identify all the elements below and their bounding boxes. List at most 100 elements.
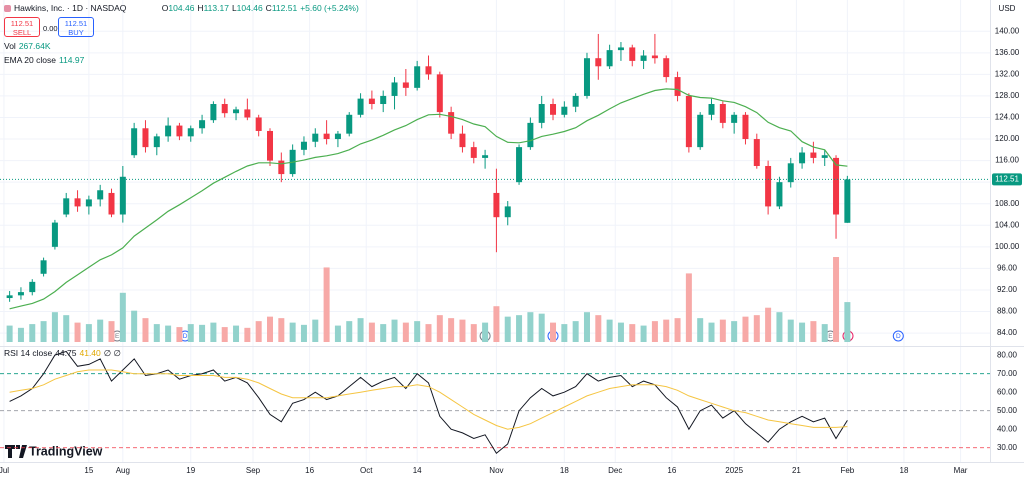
x-tick-label: 16 [305, 466, 314, 475]
volume-name: Vol [4, 41, 16, 51]
volume-bar [527, 312, 534, 342]
x-tick-label: Jul [0, 466, 9, 475]
rsi-tick-label: 30.00 [997, 443, 1018, 452]
y-tick-label: 92.00 [997, 285, 1018, 294]
last-price-label: 112.51 [995, 175, 1019, 184]
buy-label: BUY [68, 28, 84, 37]
volume-bar [199, 324, 206, 342]
x-tick-label: Sep [246, 466, 261, 475]
volume-bar [448, 318, 455, 342]
candle-body [685, 95, 692, 148]
volume-bar [29, 324, 36, 342]
rsi-tick-label: 70.00 [997, 369, 1018, 378]
volume-value: 267.64K [18, 41, 51, 51]
volume-legend: Vol 267.64K [4, 41, 54, 52]
volume-bar [255, 321, 262, 342]
candle-body [731, 114, 738, 123]
volume-bar [504, 316, 511, 342]
sell-button[interactable]: 112.51 SELL [4, 17, 40, 37]
candle-body [663, 58, 670, 78]
candle-body [40, 260, 47, 274]
candle-body [142, 128, 149, 148]
x-tick-label: Mar [954, 466, 968, 475]
y-tick-label: 84.00 [997, 328, 1018, 337]
volume-bar [753, 315, 760, 342]
ohlc-high: 113.17 [203, 3, 229, 13]
volume-bar [221, 327, 228, 342]
candle-body [697, 114, 704, 148]
candle-body [538, 104, 545, 123]
volume-bar [470, 324, 477, 342]
candle-body [742, 114, 749, 140]
volume-bar [108, 321, 115, 342]
candle-body [595, 58, 602, 67]
candle-body [29, 281, 36, 293]
candle-body [165, 125, 172, 137]
candle-body [210, 104, 217, 121]
volume-bar [119, 292, 126, 342]
volume-bar [436, 315, 443, 342]
ohlc-low: 104.46 [236, 3, 263, 13]
event-label: D [183, 333, 188, 340]
volume-bar [357, 318, 364, 342]
candle-body [108, 192, 115, 215]
event-label: D [896, 333, 901, 340]
volume-bar [606, 319, 613, 342]
volume-bar [289, 322, 296, 342]
volume-bar [765, 307, 772, 342]
candle-body [459, 133, 466, 148]
candle-body [300, 141, 307, 150]
candle-body [606, 50, 613, 67]
x-tick-label: 2025 [725, 466, 743, 475]
candle-body [753, 139, 760, 166]
candle-body [425, 66, 432, 75]
candle-body [470, 147, 477, 158]
ohlc-open: 104.46 [168, 3, 195, 13]
currency: USD [999, 4, 1016, 13]
volume-bar [550, 322, 557, 342]
volume-bar [663, 319, 670, 342]
candle-body [63, 198, 70, 215]
volume-bar [40, 321, 47, 342]
symbol-icon [4, 5, 11, 13]
candle-body [572, 95, 579, 107]
volume-bar [402, 322, 409, 342]
candle-body [391, 82, 398, 96]
candle-body [312, 133, 319, 142]
volume-bar [97, 319, 104, 342]
volume-bar [391, 319, 398, 342]
volume-bar [719, 319, 726, 342]
y-tick-label: 96.00 [997, 264, 1018, 273]
rsi-extra: ∅ ∅ [103, 348, 121, 358]
candle-body [674, 77, 681, 96]
buy-button[interactable]: 112.51 BUY [58, 17, 94, 37]
volume-bar [572, 321, 579, 342]
rsi-tick-label: 40.00 [997, 424, 1018, 433]
volume-bar [708, 322, 715, 342]
candle-body [844, 179, 851, 223]
y-tick-label: 104.00 [995, 220, 1020, 229]
volume-bar [776, 312, 783, 342]
volume-bar [561, 324, 568, 342]
candle-body [119, 176, 126, 215]
volume-bar [334, 325, 341, 342]
candle-body [629, 47, 636, 61]
volume-bar [651, 321, 658, 342]
volume-bar [493, 306, 500, 342]
y-tick-label: 108.00 [995, 199, 1020, 208]
candle-body [436, 74, 443, 113]
volume-bar [187, 324, 194, 342]
change: +5.60 (+5.24%) [300, 3, 359, 13]
candle-body [651, 55, 658, 59]
candle-body [255, 117, 262, 131]
volume-bar [300, 324, 307, 342]
y-tick-label: 116.00 [995, 156, 1019, 165]
logo: TradingView [5, 444, 103, 458]
volume-bar [323, 267, 330, 342]
candle-body [833, 157, 840, 215]
ema-legend: EMA 20 close 114.97 [4, 55, 87, 66]
candle-body [765, 165, 772, 207]
candle-body [448, 112, 455, 134]
x-tick-label: 21 [792, 466, 801, 475]
buy-price: 112.51 [64, 19, 88, 28]
